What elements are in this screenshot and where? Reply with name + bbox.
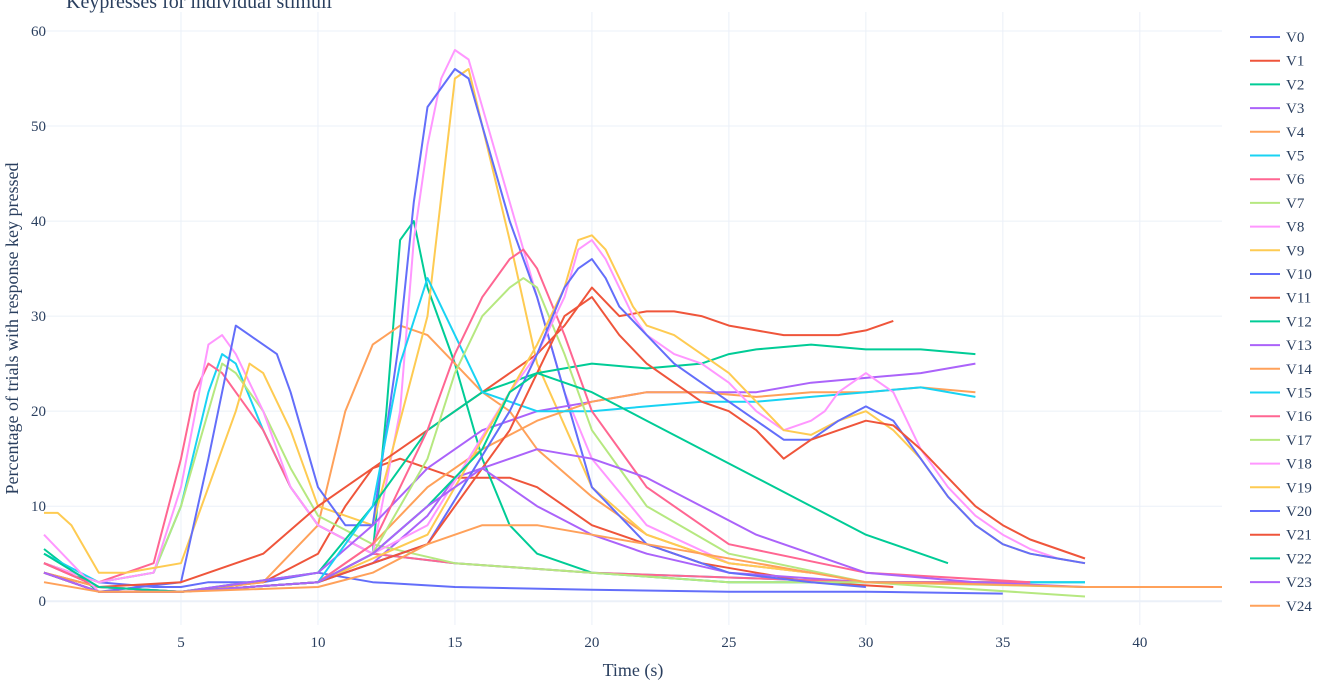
y-tick-label: 0 [39,594,47,610]
series-line-v14[interactable] [43,386,976,593]
legend-label: V5 [1286,149,1304,165]
legend-label: V15 [1286,386,1312,402]
legend-label: V13 [1286,338,1312,354]
legend-label: V20 [1286,504,1312,520]
legend-item-v11[interactable]: V11 [1250,291,1311,307]
legend-label: V14 [1286,362,1312,378]
y-tick-label: 50 [31,119,46,135]
series-line-v20[interactable] [43,258,1086,593]
series-line-v18[interactable] [43,239,1086,593]
legend-label: V4 [1286,125,1305,141]
legend-item-v13[interactable]: V13 [1250,338,1312,354]
legend-label: V21 [1286,528,1312,544]
legend-label: V1 [1286,54,1304,70]
x-tick-label: 30 [858,635,873,651]
legend-item-v9[interactable]: V9 [1250,243,1304,259]
y-tick-label: 30 [31,309,46,325]
x-tick-label: 40 [1132,635,1147,651]
series-line-v10[interactable] [43,68,866,593]
series-line-v7[interactable] [43,362,1086,588]
series-line-v24[interactable] [43,524,1222,593]
legend-item-v15[interactable]: V15 [1250,386,1312,402]
legend-label: V2 [1286,77,1304,93]
y-axis-title: Percentage of trials with response key p… [2,163,22,495]
legend-label: V7 [1286,196,1305,212]
legend-item-v14[interactable]: V14 [1250,362,1312,378]
series-line-v6[interactable] [43,362,1031,584]
legend-item-v7[interactable]: V7 [1250,196,1305,212]
legend-label: V24 [1286,599,1312,615]
legend-item-v5[interactable]: V5 [1250,149,1304,165]
legend-item-v20[interactable]: V20 [1250,504,1312,520]
legend-item-v10[interactable]: V10 [1250,267,1312,283]
legend-item-v19[interactable]: V19 [1250,480,1312,496]
legend-item-v1[interactable]: V1 [1250,54,1304,70]
legend-label: V17 [1286,433,1312,449]
series-line-v9[interactable] [44,68,812,574]
legend-label: V22 [1286,551,1312,567]
x-tick-label: 35 [995,635,1010,651]
grid-layer [44,12,1222,625]
x-tick-label: 5 [177,635,185,651]
y-tick-label: 60 [31,24,46,40]
legend-label: V9 [1286,243,1304,259]
legend-label: V19 [1286,480,1312,496]
y-tick-label: 40 [31,214,46,230]
series-line-v22[interactable] [43,372,949,593]
legend-label: V16 [1286,409,1312,425]
legend-item-v24[interactable]: V24 [1250,599,1312,615]
y-tick-label: 20 [31,404,46,420]
legend-label: V23 [1286,575,1312,591]
x-tick-label: 25 [721,635,736,651]
legend-item-v23[interactable]: V23 [1250,575,1312,591]
legend-label: V6 [1286,172,1305,188]
x-axis-title: Time (s) [603,660,664,680]
legend-item-v18[interactable]: V18 [1250,457,1312,473]
series-line-v21[interactable] [43,296,1086,593]
series-line-v11[interactable] [43,286,894,588]
y-tick-label: 10 [31,499,46,515]
legend-item-v0[interactable]: V0 [1250,30,1304,46]
legend[interactable]: V0 V1 V2 V3 V4 V5 V6 V7 V8 V9 V10 V11 V12 V13 V14 V15 V1… [1250,30,1312,615]
series-line-v13[interactable] [43,362,976,593]
legend-item-v17[interactable]: V17 [1250,433,1312,449]
legend-item-v12[interactable]: V12 [1250,314,1312,330]
x-tick-label: 20 [584,635,599,651]
lines-layer [43,49,1222,598]
legend-label: V0 [1286,30,1304,46]
x-tick-label: 10 [310,635,325,651]
series-line-v4[interactable] [43,324,812,593]
legend-item-v22[interactable]: V22 [1250,551,1312,567]
legend-item-v3[interactable]: V3 [1250,101,1304,117]
legend-label: V3 [1286,101,1304,117]
legend-label: V18 [1286,457,1312,473]
legend-label: V11 [1286,291,1311,307]
ticks-layer: 5 10 15 20 25 30 35 40 0 10 20 30 40 50 60 [31,24,1147,651]
legend-label: V12 [1286,314,1312,330]
chart-title: Keypresses for individual stimuli [66,0,333,13]
legend-item-v4[interactable]: V4 [1250,125,1305,141]
legend-item-v21[interactable]: V21 [1250,528,1312,544]
x-tick-label: 15 [447,635,462,651]
legend-label: V8 [1286,220,1304,236]
legend-item-v16[interactable]: V16 [1250,409,1312,425]
legend-item-v8[interactable]: V8 [1250,220,1304,236]
legend-item-v2[interactable]: V2 [1250,77,1304,93]
legend-item-v6[interactable]: V6 [1250,172,1305,188]
series-line-v23[interactable] [43,448,1086,593]
legend-label: V10 [1286,267,1312,283]
